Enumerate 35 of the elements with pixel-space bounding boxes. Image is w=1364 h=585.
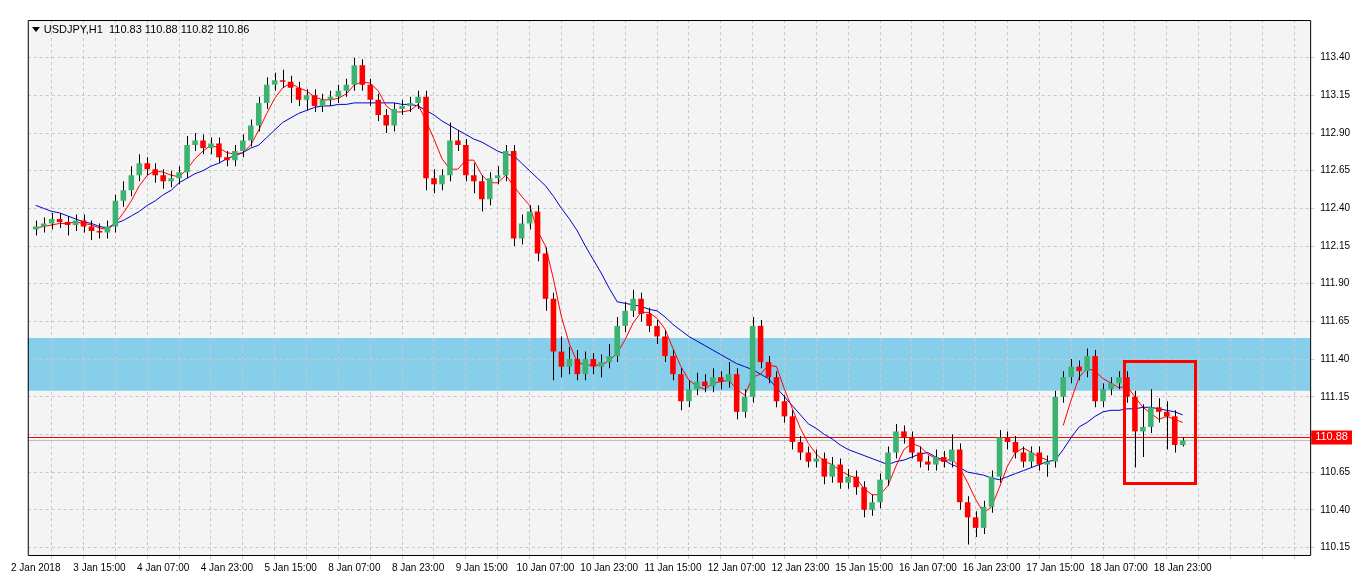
x-tick-label: 12 Jan 07:00 <box>707 561 767 573</box>
x-tick-label: 15 Jan 15:00 <box>835 561 894 573</box>
x-tick-label: 3 Jan 15:00 <box>73 561 127 573</box>
y-tick-label: 110.40 <box>1320 503 1351 515</box>
x-tick-label: 4 Jan 23:00 <box>200 561 254 573</box>
x-tick-label: 10 Jan 23:00 <box>580 561 639 573</box>
x-tick-label: 8 Jan 23:00 <box>391 561 445 573</box>
y-tick-label: 111.90 <box>1320 277 1350 289</box>
y-tick-label: 111.40 <box>1320 352 1350 364</box>
y-tick-label: 111.65 <box>1320 315 1350 327</box>
ref-line-label: 110.88 <box>1315 430 1348 443</box>
x-tick-label: 18 Jan 07:00 <box>1090 561 1149 573</box>
y-tick-label: 112.90 <box>1320 126 1351 138</box>
x-tick-label: 10 Jan 07:00 <box>516 561 575 573</box>
y-tick-label: 113.40 <box>1320 51 1351 63</box>
x-tick-label: 12 Jan 23:00 <box>771 561 830 573</box>
x-tick-label: 9 Jan 15:00 <box>455 561 509 573</box>
x-tick-label: 18 Jan 23:00 <box>1153 561 1213 573</box>
y-tick-label: 112.40 <box>1320 202 1351 214</box>
y-tick-label: 110.15 <box>1320 541 1351 553</box>
x-tick-label: 4 Jan 07:00 <box>137 561 190 573</box>
x-tick-label: 16 Jan 07:00 <box>898 561 958 573</box>
x-tick-label: 11 Jan 15:00 <box>644 561 702 573</box>
y-tick-label: 112.15 <box>1320 239 1351 251</box>
x-tick-label: 2 Jan 2018 <box>10 561 61 573</box>
x-tick-label: 5 Jan 15:00 <box>264 561 318 573</box>
y-tick-label: 110.65 <box>1320 465 1351 477</box>
chart-title: USDJPY,H1 110.83 110.88 110.82 110.86 <box>43 23 250 35</box>
y-tick-label: 113.15 <box>1320 89 1351 101</box>
x-tick-label: 16 Jan 23:00 <box>962 561 1021 573</box>
y-tick-label: 112.65 <box>1320 164 1351 176</box>
y-tick-label: 111.15 <box>1320 390 1350 402</box>
candlestick <box>1140 404 1146 458</box>
x-tick-label: 17 Jan 15:00 <box>1026 561 1085 573</box>
x-tick-label: 8 Jan 07:00 <box>328 561 381 573</box>
